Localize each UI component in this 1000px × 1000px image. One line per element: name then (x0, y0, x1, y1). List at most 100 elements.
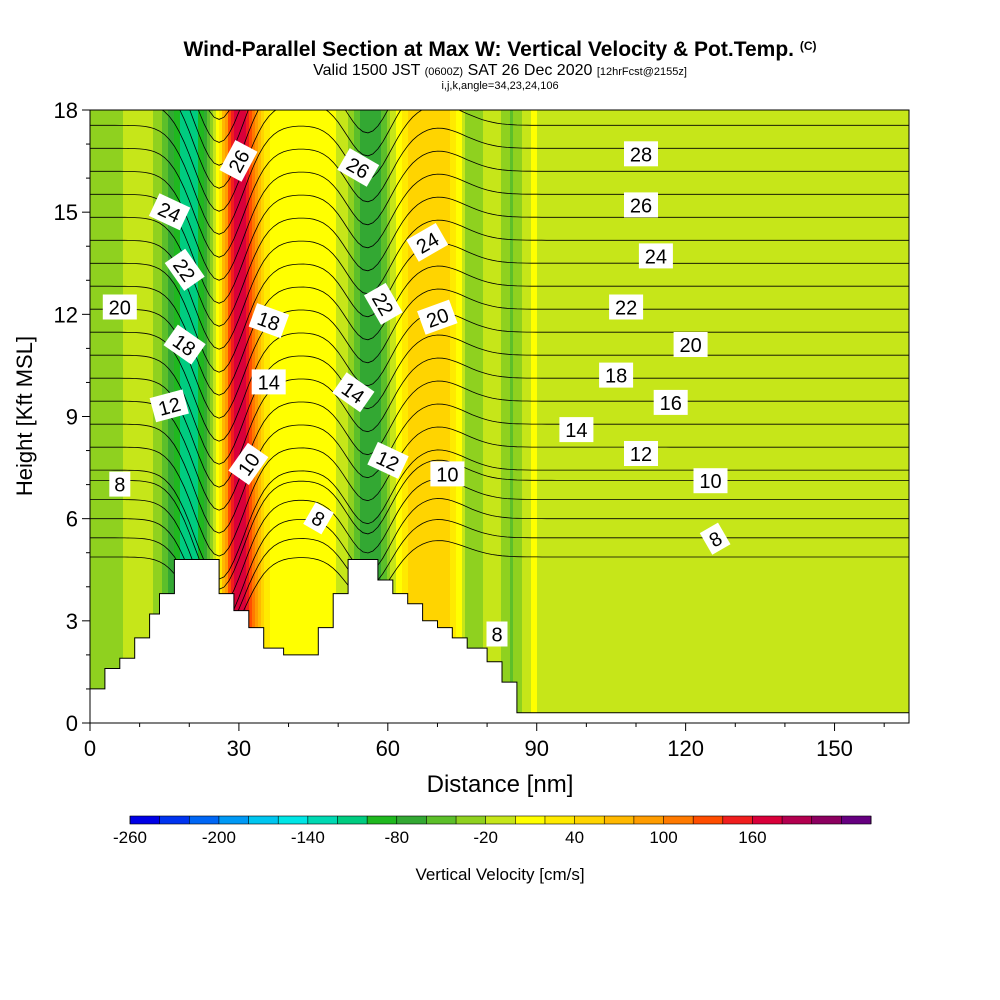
velocity-column (576, 110, 580, 723)
velocity-column (621, 110, 625, 723)
velocity-column (117, 110, 121, 723)
x-tick-label: 0 (84, 736, 96, 761)
velocity-column (861, 110, 865, 723)
colorbar-tick-label: 160 (738, 828, 766, 847)
velocity-column (525, 110, 529, 723)
velocity-column (240, 110, 244, 723)
velocity-column (783, 110, 787, 723)
theta-contour-line (208, 110, 230, 120)
velocity-column (720, 110, 724, 723)
velocity-column (246, 110, 250, 723)
velocity-column (480, 110, 484, 723)
velocity-column (723, 110, 727, 723)
theta-contour-line (90, 380, 909, 511)
valid-date: SAT 26 Dec 2020 (467, 62, 593, 79)
theta-contour-line (90, 311, 909, 442)
contour-label-box (559, 417, 594, 443)
velocity-column (888, 110, 892, 723)
contour-label-box (699, 522, 731, 555)
velocity-column (429, 110, 433, 723)
theta-contour-line (90, 150, 909, 281)
velocity-column (300, 110, 304, 723)
velocity-column (408, 110, 412, 723)
velocity-column (636, 110, 640, 723)
velocity-column (810, 110, 814, 723)
velocity-column (681, 110, 685, 723)
contour-label: 16 (653, 389, 688, 415)
velocity-column (627, 110, 631, 723)
contour-label-box (303, 502, 334, 535)
chart-title-units: (C) (799, 39, 817, 53)
velocity-column (555, 110, 559, 723)
velocity-field (90, 110, 909, 723)
contour-label: 26 (219, 139, 258, 182)
theta-contour-line (179, 110, 389, 189)
contour-label: 14 (251, 369, 286, 395)
velocity-column (714, 110, 718, 723)
velocity-column (441, 110, 445, 723)
velocity-column (579, 110, 583, 723)
velocity-column (630, 110, 634, 723)
colorbar-swatch (811, 816, 842, 824)
velocity-column (705, 110, 709, 723)
velocity-column (366, 110, 370, 723)
contour-label: 12 (624, 441, 658, 466)
velocity-column (828, 110, 832, 723)
velocity-column (594, 110, 598, 723)
velocity-column (282, 110, 286, 723)
velocity-column (483, 110, 487, 723)
contour-label: 8 (486, 621, 508, 647)
velocity-column (870, 110, 874, 723)
velocity-column (291, 110, 295, 723)
contour-label-text: 18 (605, 366, 627, 388)
velocity-column (798, 110, 802, 723)
velocity-column (699, 110, 703, 723)
velocity-column (420, 110, 424, 723)
theta-contour-line (90, 110, 909, 235)
theta-contour-line (90, 357, 909, 488)
contour-label: 14 (559, 417, 594, 443)
velocity-column (309, 110, 313, 723)
theta-contour-line (90, 0, 909, 73)
velocity-column (564, 110, 568, 723)
y-axis-label: Height [Kft MSL] (12, 336, 37, 496)
contour-label: 12 (149, 389, 189, 423)
contour-label-text: 12 (630, 444, 652, 466)
velocity-column (891, 110, 895, 723)
velocity-column (327, 110, 331, 723)
velocity-column (384, 110, 388, 723)
velocity-column (336, 110, 340, 723)
contour-label-box (673, 332, 708, 357)
velocity-column (330, 110, 334, 723)
colorbar-swatch (248, 816, 279, 824)
velocity-column (417, 110, 421, 723)
velocity-column (339, 110, 343, 723)
velocity-column (375, 110, 379, 723)
velocity-column (843, 110, 847, 723)
velocity-column (120, 110, 124, 723)
velocity-column (618, 110, 622, 723)
colorbar-swatch (396, 816, 427, 824)
velocity-column (111, 110, 115, 723)
velocity-column (504, 110, 508, 723)
y-tick-label: 18 (54, 98, 78, 123)
velocity-column (210, 110, 214, 723)
y-tick-label: 15 (54, 200, 78, 225)
contour-label: 8 (303, 502, 334, 535)
contour-label: 26 (624, 192, 658, 218)
velocity-column (204, 110, 208, 723)
velocity-column (873, 110, 877, 723)
velocity-column (402, 110, 406, 723)
contour-label-text: 16 (660, 393, 682, 415)
velocity-column (96, 110, 100, 723)
contour-label-text: 14 (565, 420, 587, 442)
velocity-column (306, 110, 310, 723)
contour-label-text: 10 (436, 464, 458, 486)
velocity-column (405, 110, 409, 723)
y-tick-label: 6 (66, 507, 78, 532)
velocity-column (852, 110, 856, 723)
contour-label: 10 (693, 468, 728, 494)
velocity-column (678, 110, 682, 723)
colorbar-tick-label: -80 (384, 828, 409, 847)
velocity-column (237, 110, 241, 723)
